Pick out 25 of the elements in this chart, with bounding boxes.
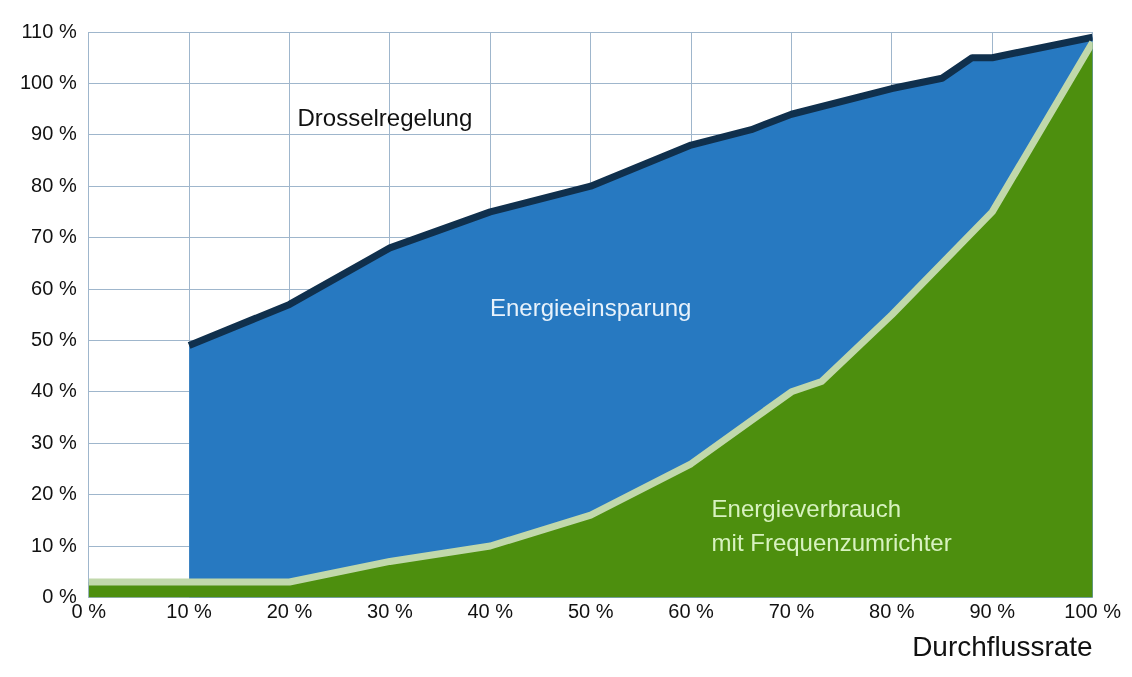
x-tick-label: 60 % — [668, 599, 715, 622]
x-tick-label: 80 % — [869, 599, 915, 622]
x-tick-label: 10 % — [166, 599, 213, 622]
y-tick-label: 90 % — [31, 122, 77, 145]
x-axis-title: Durchflussrate — [912, 630, 1093, 662]
y-tick-label: 10 % — [31, 533, 77, 556]
x-tick-label: 20 % — [266, 599, 313, 622]
y-tick-label: 100 % — [19, 70, 77, 93]
annotation: Energieeinsparung — [489, 293, 692, 321]
y-tick-label: 50 % — [31, 327, 77, 350]
x-tick-label: 70 % — [768, 599, 815, 622]
y-tick-label: 30 % — [31, 430, 77, 453]
x-tick-label: 30 % — [367, 599, 413, 622]
annotation: Energieverbrauch mit Frequenzumrichter — [711, 495, 952, 557]
x-tick-label: 40 % — [467, 599, 514, 622]
y-tick-label: 80 % — [31, 173, 77, 196]
y-tick-label: 110 % — [21, 19, 77, 42]
y-tick-label: 20 % — [31, 482, 77, 505]
y-tick-label: 40 % — [31, 379, 77, 402]
x-tick-label: 90 % — [969, 599, 1016, 622]
y-tick-label: 70 % — [31, 225, 77, 248]
y-tick-label: 60 % — [31, 276, 77, 299]
x-tick-label: 50 % — [567, 599, 614, 622]
annotation: Drosselregelung — [297, 104, 473, 132]
x-tick-label: 100 % — [1064, 599, 1122, 622]
